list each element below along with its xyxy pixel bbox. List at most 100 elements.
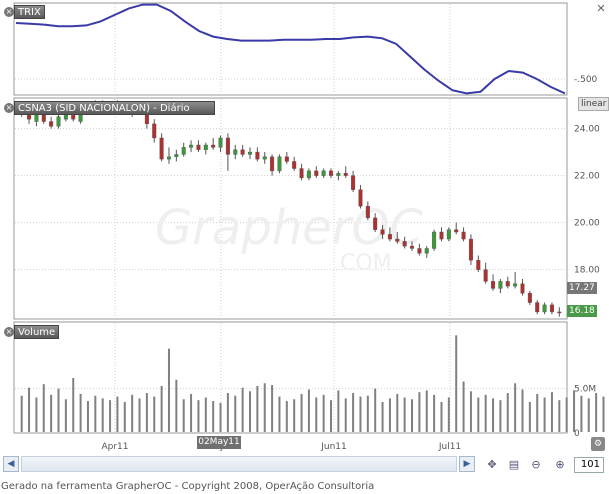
volume-bar — [241, 387, 244, 432]
volume-bar — [440, 401, 443, 432]
volume-y-tick-label: 5.0M — [574, 385, 596, 395]
price-panel-close-icon[interactable]: × — [4, 103, 14, 113]
price-y-tick-label: 18.00 — [574, 266, 600, 276]
candle-body — [351, 175, 356, 190]
trix-panel-close-icon[interactable]: × — [4, 7, 14, 17]
volume-bar — [197, 400, 200, 432]
candle-body — [189, 144, 194, 148]
volume-bar — [455, 335, 458, 432]
candle-body — [270, 156, 275, 172]
volume-bar — [484, 394, 487, 432]
volume-bar — [190, 393, 193, 432]
candle-body — [343, 173, 348, 176]
volume-bar — [20, 395, 23, 432]
volume-bar — [248, 391, 251, 432]
volume-y-tick-label: 0 — [574, 429, 580, 439]
volume-bar — [558, 400, 561, 432]
candle-body — [557, 311, 562, 314]
candle-body — [218, 137, 223, 148]
volume-bar — [469, 391, 472, 432]
candle-body — [542, 304, 547, 313]
volume-bar — [543, 397, 546, 432]
volume-bar — [42, 384, 45, 432]
volume-bar — [403, 397, 406, 432]
volume-bar — [94, 395, 97, 432]
scale-mode-badge[interactable]: linear — [578, 97, 609, 111]
candle-body — [321, 170, 326, 176]
volume-bar — [116, 396, 119, 432]
candle-body — [159, 137, 164, 160]
candle-body — [446, 229, 451, 240]
candle-body — [174, 154, 179, 157]
candle-body — [247, 151, 252, 155]
x-tick-label: Jul11 — [438, 442, 461, 452]
volume-bar — [123, 401, 126, 432]
trix-series-line — [15, 3, 566, 95]
scroll-left-icon[interactable]: ◀ — [3, 456, 19, 472]
volume-bar — [602, 396, 605, 432]
volume-bar — [315, 397, 318, 432]
candle-body — [439, 231, 444, 240]
candle-body — [49, 121, 54, 127]
volume-bar — [359, 396, 362, 432]
volume-bar — [565, 397, 568, 432]
candle-body — [329, 170, 334, 176]
price-panel-frame — [13, 97, 568, 320]
close-icon[interactable]: ✕ — [596, 2, 606, 15]
volume-bar — [536, 393, 539, 432]
volume-bar — [396, 393, 399, 432]
candle-body — [284, 156, 289, 162]
volume-bar — [212, 401, 215, 432]
volume-bar — [160, 385, 163, 432]
chart-icon[interactable]: ▤ — [508, 458, 520, 471]
candle-body — [277, 156, 282, 172]
volume-bar — [138, 398, 141, 432]
candle-body — [498, 281, 503, 289]
candle-body — [505, 281, 510, 287]
volume-bar — [35, 397, 38, 432]
x-tick-label: Jun11 — [320, 442, 347, 452]
volume-bar — [550, 392, 553, 432]
watermark-text: GrapherOC — [155, 200, 423, 256]
candle-body — [152, 123, 157, 139]
volume-bar — [352, 393, 355, 432]
volume-bar — [256, 385, 259, 432]
volume-panel-frame — [13, 321, 568, 434]
candle-body — [387, 234, 392, 240]
candle-body — [483, 269, 488, 282]
volume-bar — [477, 397, 480, 432]
trix-panel-frame — [13, 2, 568, 96]
candle-body — [395, 238, 400, 242]
scrollbar-track[interactable] — [21, 456, 457, 472]
candle-body — [225, 137, 230, 155]
volume-bar — [595, 393, 598, 432]
candle-body — [358, 189, 363, 207]
candle-body — [299, 168, 304, 179]
settings-icon[interactable]: ⚙ — [591, 437, 605, 451]
x-tick-label: Apr11 — [101, 442, 128, 452]
volume-bar — [79, 393, 82, 432]
volume-bar — [307, 389, 310, 432]
volume-panel-close-icon[interactable]: × — [4, 327, 14, 337]
volume-bar — [86, 401, 89, 432]
volume-bar — [219, 402, 222, 432]
volume-bar — [447, 397, 450, 432]
zoom-in-icon[interactable]: ⊕ — [555, 458, 565, 471]
scroll-right-icon[interactable]: ▶ — [459, 456, 475, 472]
volume-bar — [411, 399, 414, 432]
horizontal-scrollbar[interactable]: ◀ ▶ — [3, 456, 475, 472]
candle-body — [432, 231, 437, 249]
volume-bar — [204, 397, 207, 432]
candle-body — [233, 149, 238, 155]
volume-bar — [28, 387, 31, 432]
volume-bar — [50, 394, 53, 432]
volume-bar — [587, 398, 590, 432]
volume-bar — [175, 379, 178, 432]
zoom-out-icon[interactable]: ⊖ — [531, 458, 541, 471]
zoom-value-field[interactable]: 101 — [574, 457, 604, 473]
footer-copyright: Gerado na ferramenta GrapherOC - Copyrig… — [1, 481, 375, 492]
volume-bar — [101, 398, 104, 432]
volume-bar — [492, 398, 495, 432]
pan-icon[interactable]: ✥ — [487, 458, 497, 471]
candle-body — [181, 147, 186, 155]
